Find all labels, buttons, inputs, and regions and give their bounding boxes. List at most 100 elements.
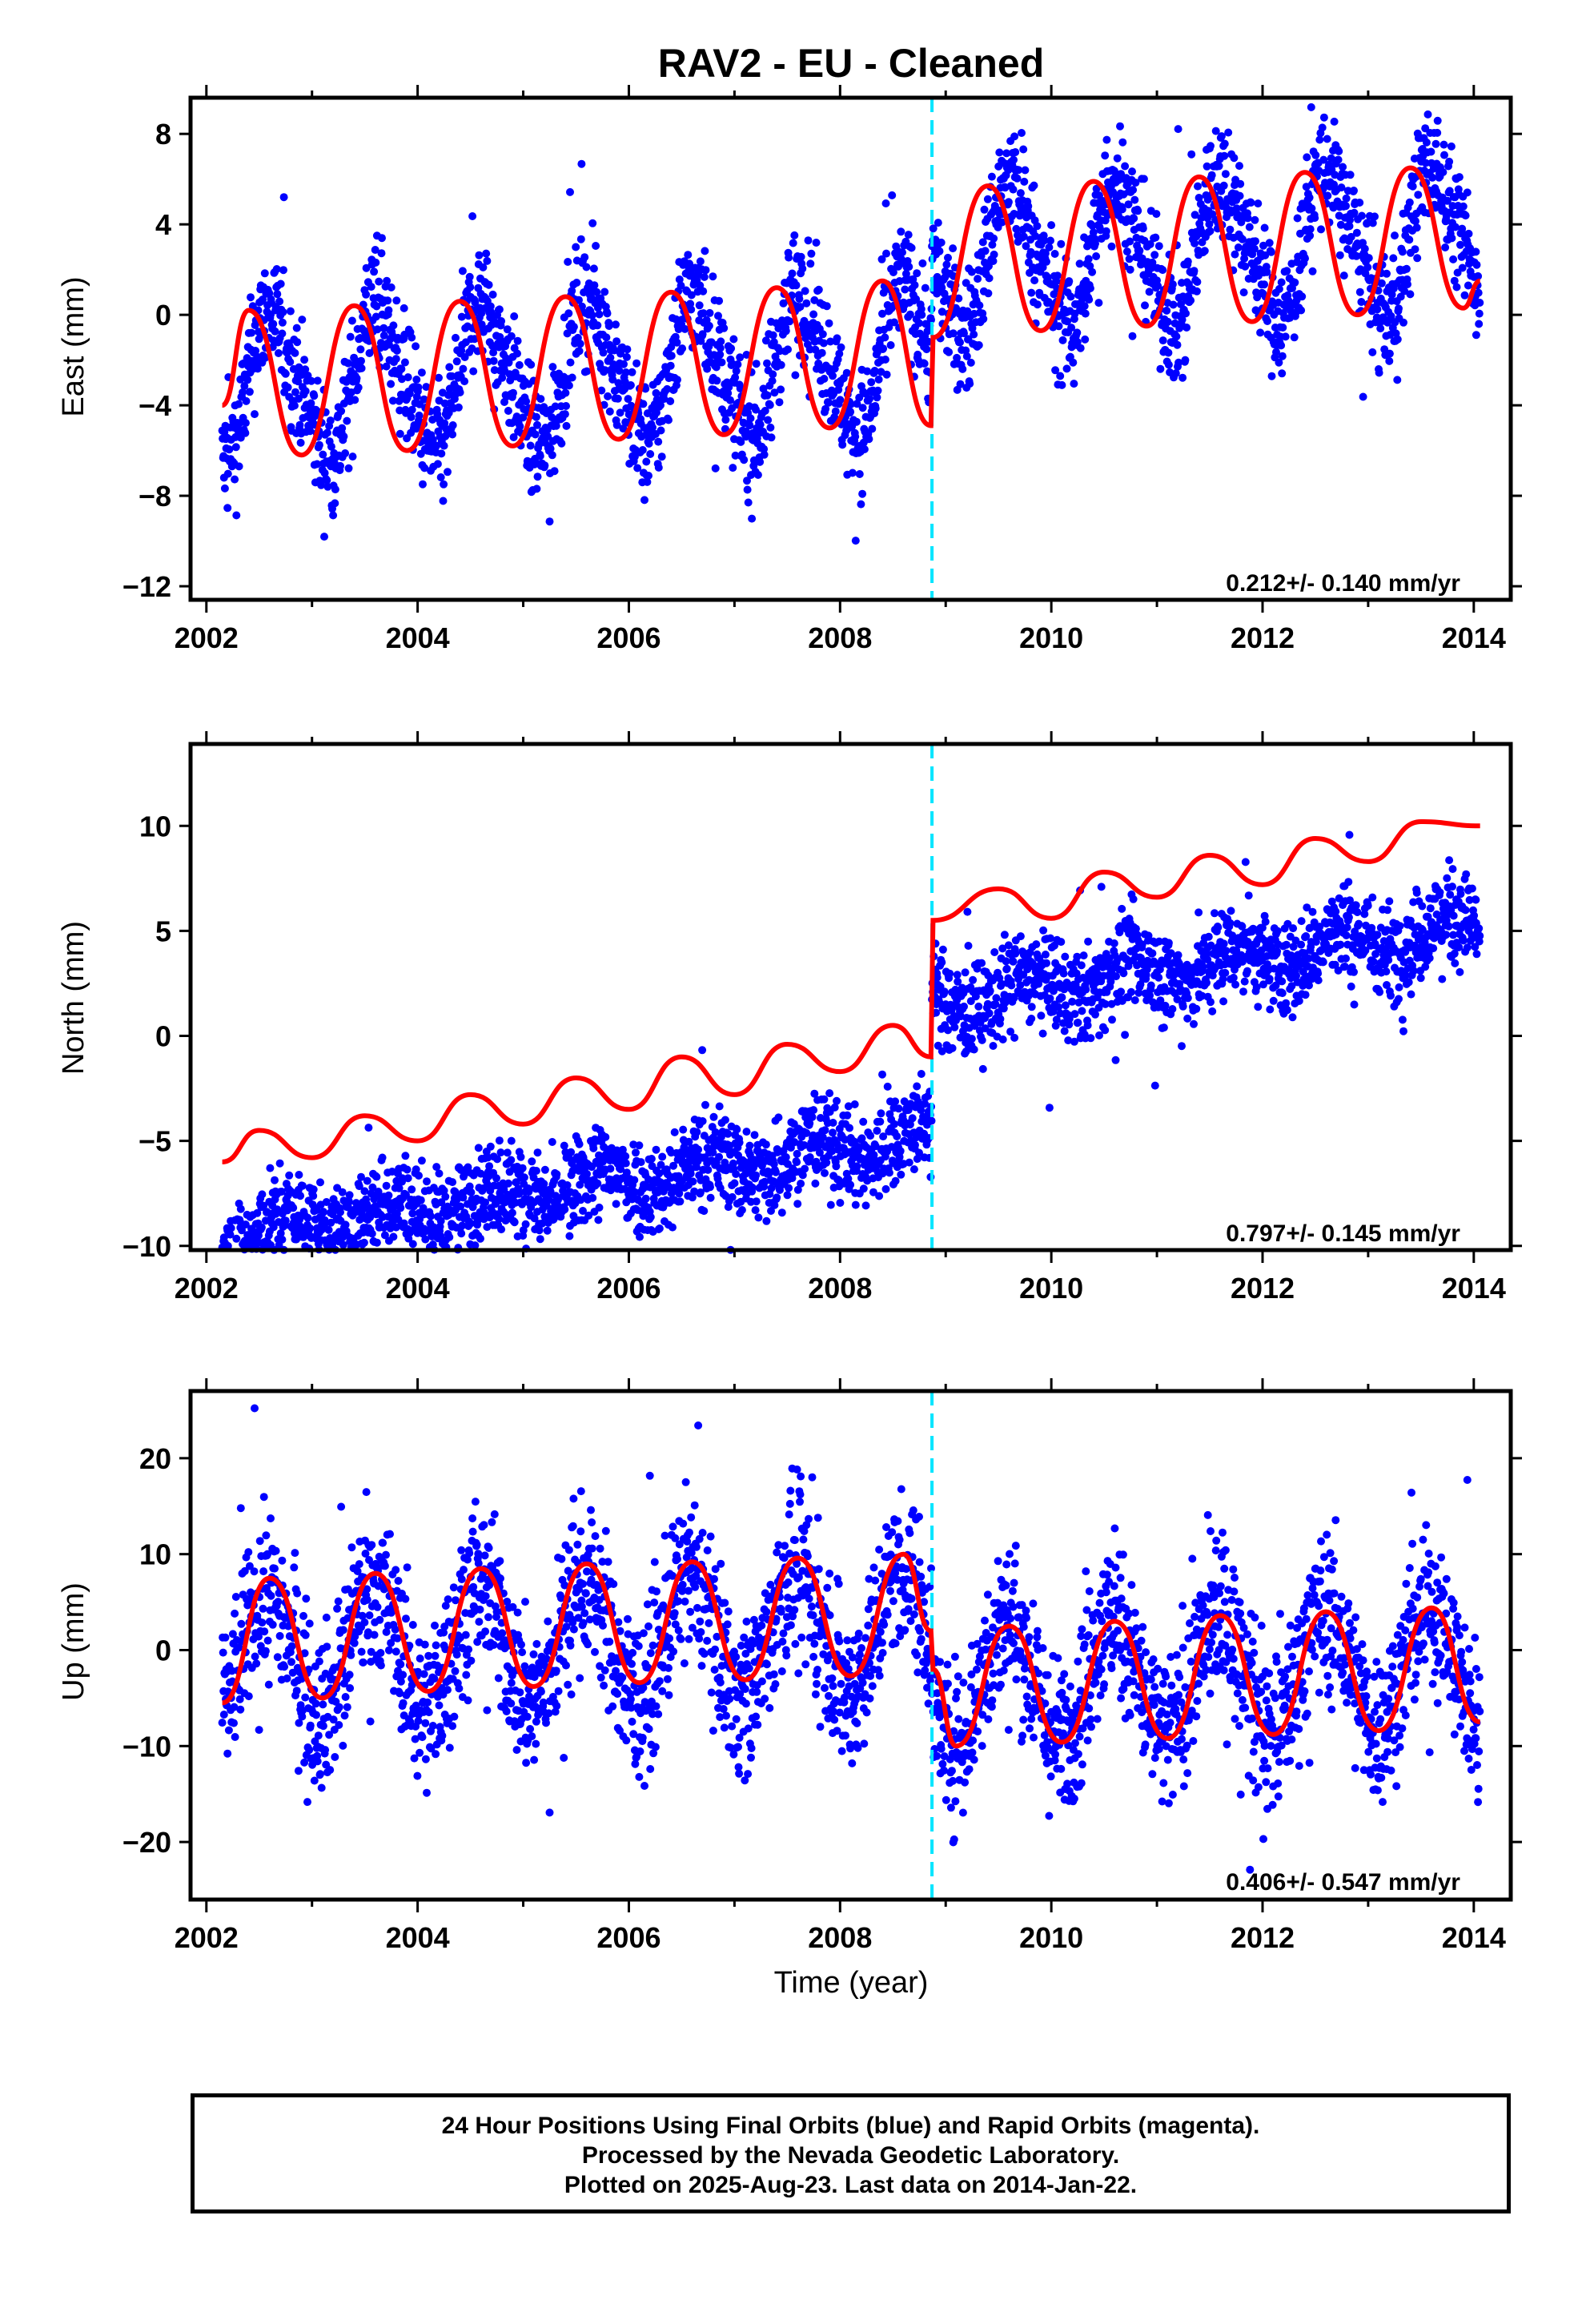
east-point	[1375, 368, 1383, 377]
east-point	[560, 410, 569, 419]
north-point	[367, 1229, 376, 1238]
north-point	[1183, 994, 1192, 1003]
east-point	[392, 296, 401, 305]
east-point	[1191, 239, 1199, 247]
east-point	[457, 312, 466, 321]
north-point	[271, 1176, 279, 1184]
east-point	[1460, 291, 1469, 300]
east-point	[323, 428, 331, 437]
east-point	[860, 445, 869, 453]
east-point	[507, 332, 516, 340]
east-point	[666, 361, 675, 370]
east-point	[278, 329, 287, 338]
east-point	[588, 219, 597, 227]
east-point	[357, 356, 365, 365]
east-point	[338, 424, 347, 432]
north-point	[748, 1183, 757, 1192]
east-point	[677, 281, 685, 290]
north-point	[594, 1216, 603, 1224]
north-point	[961, 968, 970, 977]
east-point	[1406, 290, 1415, 299]
east-point	[387, 283, 396, 292]
east-point	[1311, 151, 1320, 159]
east-point	[1414, 191, 1423, 199]
north-point	[730, 1179, 739, 1188]
east-point	[1464, 281, 1472, 290]
north-point	[384, 1191, 393, 1200]
east-point	[504, 358, 513, 367]
east-point	[831, 407, 840, 416]
east-point	[1260, 223, 1269, 232]
north-point	[890, 1120, 898, 1128]
east-point	[1066, 292, 1075, 301]
east-point	[1334, 155, 1343, 164]
east-point	[1283, 267, 1291, 275]
north-point	[606, 1164, 615, 1173]
north-point	[1150, 1081, 1159, 1090]
east-point	[583, 367, 591, 376]
north-point	[1057, 938, 1066, 947]
east-point	[1018, 129, 1026, 137]
east-point	[1342, 194, 1351, 203]
north-point	[829, 1119, 837, 1127]
north-point	[797, 1180, 805, 1188]
east-point	[459, 364, 468, 373]
east-point	[898, 248, 906, 257]
east-point	[510, 312, 519, 320]
east-point	[785, 317, 794, 326]
north-point	[236, 1204, 245, 1213]
east-point	[791, 371, 800, 380]
north-point	[503, 1148, 512, 1157]
east-point	[283, 383, 292, 392]
east-point	[1456, 240, 1464, 249]
east-point	[1311, 214, 1319, 223]
east-point	[435, 373, 443, 382]
east-point	[638, 446, 647, 454]
north-point	[989, 1042, 998, 1050]
east-point	[247, 293, 255, 302]
north-point	[908, 1114, 917, 1123]
north-point	[303, 1213, 312, 1222]
east-point	[1440, 151, 1448, 159]
east-point	[737, 437, 745, 446]
east-xtick-label: 2010	[1019, 621, 1083, 654]
east-point	[379, 324, 388, 332]
east-point	[307, 376, 315, 385]
north-point	[1007, 981, 1016, 990]
east-point	[540, 403, 548, 412]
east-point	[814, 285, 823, 294]
east-point	[259, 296, 267, 304]
east-point	[225, 445, 234, 454]
east-point	[1251, 215, 1259, 224]
east-point	[1358, 211, 1366, 220]
east-point	[897, 227, 905, 236]
north-point	[866, 1132, 875, 1140]
east-point	[1092, 252, 1101, 260]
east-point	[802, 299, 811, 308]
east-point	[846, 408, 855, 416]
north-point	[793, 1158, 801, 1167]
east-point	[251, 347, 260, 355]
north-point	[476, 1234, 484, 1243]
east-point	[624, 395, 632, 404]
east-point	[273, 290, 282, 299]
north-point	[258, 1190, 267, 1199]
north-point	[927, 1116, 936, 1125]
north-point	[896, 1147, 905, 1156]
east-point	[1278, 352, 1287, 360]
east-point	[1174, 125, 1182, 134]
east-point	[475, 251, 484, 259]
east-point	[742, 351, 751, 359]
east-point	[602, 333, 611, 342]
east-point	[1129, 186, 1138, 195]
east-point	[1360, 244, 1369, 253]
east-point	[576, 340, 584, 348]
east-point	[1411, 245, 1419, 254]
east-point	[763, 391, 772, 400]
north-point	[275, 1159, 284, 1168]
north-point	[754, 1213, 763, 1222]
east-point	[825, 319, 833, 328]
east-point	[698, 330, 707, 339]
east-point	[1168, 280, 1177, 288]
